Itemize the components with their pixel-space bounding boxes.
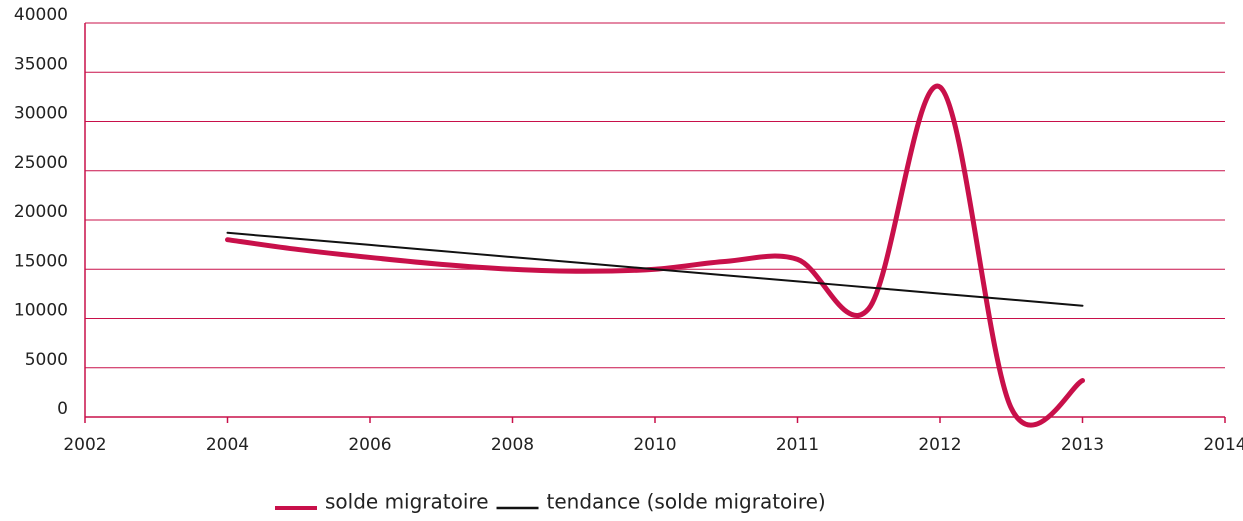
x-tick-label: 2012 bbox=[918, 435, 961, 455]
x-tick-label: 2010 bbox=[633, 435, 676, 455]
x-tick-label: 2008 bbox=[491, 435, 534, 455]
x-tick-label: 2011 bbox=[776, 435, 819, 455]
y-tick-label: 15000 bbox=[14, 251, 68, 271]
legend-label: solde migratoire bbox=[325, 490, 489, 514]
x-tick-label: 2014 bbox=[1203, 435, 1243, 455]
y-tick-label: 35000 bbox=[14, 54, 68, 74]
x-tick-label: 2002 bbox=[63, 435, 106, 455]
x-tick-label: 2004 bbox=[206, 435, 249, 455]
y-tick-label: 0 bbox=[57, 399, 68, 419]
x-tick-label: 2006 bbox=[348, 435, 391, 455]
y-tick-label: 20000 bbox=[14, 202, 68, 222]
y-tick-label: 40000 bbox=[14, 5, 68, 25]
y-tick-label: 30000 bbox=[14, 104, 68, 124]
x-tick-label: 2013 bbox=[1061, 435, 1104, 455]
y-tick-label: 10000 bbox=[14, 301, 68, 321]
series-line bbox=[226, 231, 1084, 307]
y-tick-label: 5000 bbox=[25, 350, 68, 370]
y-tick-label: 25000 bbox=[14, 153, 68, 173]
legend-label: tendance (solde migratoire) bbox=[547, 490, 826, 514]
series-line bbox=[225, 83, 1085, 428]
